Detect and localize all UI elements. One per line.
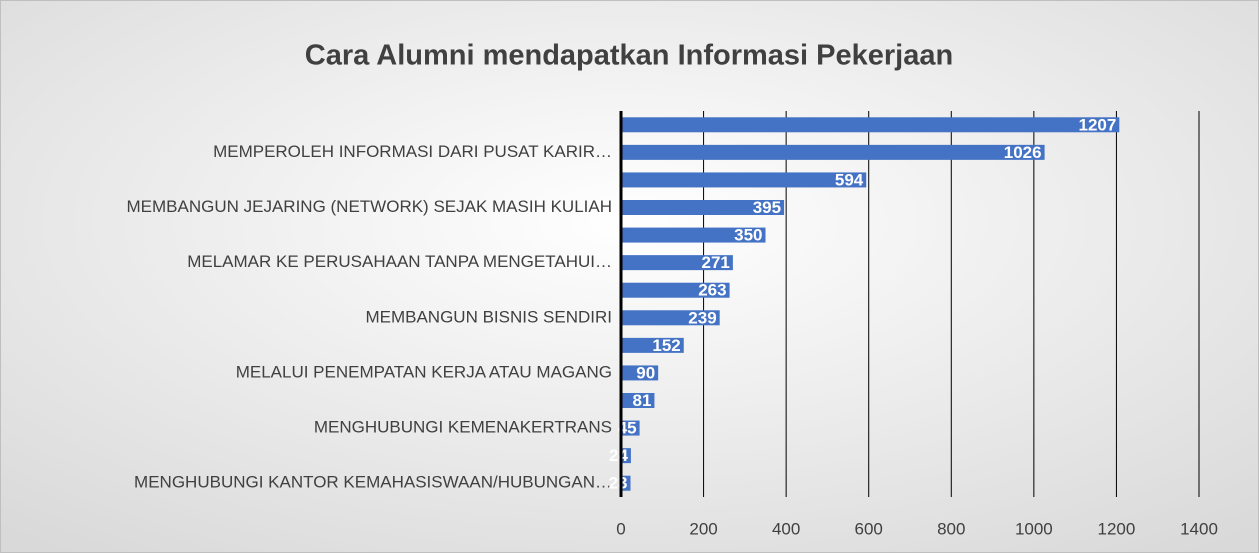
data-label: 152 (652, 336, 680, 355)
data-label: 350 (734, 226, 762, 245)
x-tick-label: 0 (616, 519, 625, 538)
bar (621, 200, 785, 215)
bar (621, 365, 659, 381)
y-tick-label: MENGHUBUNGI KEMENAKERTRANS (314, 418, 612, 437)
x-tick-label: 1000 (1015, 519, 1053, 538)
y-tick-label: MELAMAR KE PERUSAHAAN TANPA MENGETAHUI… (187, 252, 612, 271)
data-label: 23 (609, 474, 628, 493)
x-tick-label: 1400 (1180, 519, 1218, 538)
x-tick-label: 400 (772, 519, 800, 538)
bar (621, 117, 1120, 133)
data-label: 90 (636, 363, 655, 382)
bar (621, 282, 730, 298)
bar (621, 393, 655, 408)
data-label: 81 (633, 391, 652, 410)
y-tick-label: MELALUI PENEMPATAN KERJA ATAU MAGANG (236, 362, 612, 381)
bar (621, 448, 631, 464)
bar (621, 420, 640, 436)
y-tick-label: MEMBANGUN JEJARING (NETWORK) SEJAK MASIH… (127, 197, 613, 216)
y-tick-label: MEMBANGUN BISNIS SENDIRI (365, 307, 612, 326)
bar (621, 337, 684, 353)
x-tick-label: 800 (937, 519, 965, 538)
bar (621, 172, 867, 188)
bar (621, 255, 733, 271)
data-label: 1207 (1078, 115, 1116, 134)
x-tick-label: 600 (855, 519, 883, 538)
bar (621, 475, 631, 491)
x-tick-label: 200 (689, 519, 717, 538)
data-label: 1026 (1004, 143, 1042, 162)
bar (621, 227, 766, 243)
data-label: 263 (698, 281, 726, 300)
y-tick-label: MEMPEROLEH INFORMASI DARI PUSAT KARIR… (213, 142, 612, 161)
data-label: 594 (835, 170, 864, 189)
data-label: 395 (753, 198, 781, 217)
data-label: 24 (609, 446, 628, 465)
bar (621, 144, 1045, 160)
bar (621, 310, 720, 326)
data-label: 239 (688, 308, 716, 327)
chart-title: Cara Alumni mendapatkan Informasi Pekerj… (305, 40, 953, 72)
x-tick-label: 1200 (1098, 519, 1136, 538)
y-tick-label: MENGHUBUNGI KANTOR KEMAHASISWAAN/HUBUNGA… (134, 473, 612, 492)
data-label: 271 (702, 253, 730, 272)
